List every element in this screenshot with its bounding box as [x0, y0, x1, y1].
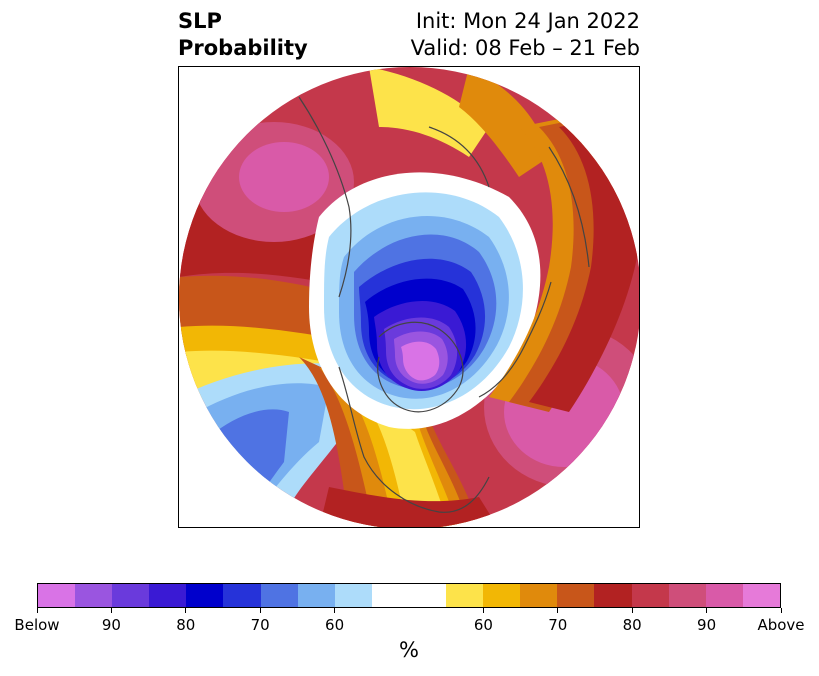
colorbar-segment	[446, 584, 484, 607]
coastlines	[298, 96, 590, 513]
europe-coast	[478, 281, 552, 398]
colorbar-tick-label: 60	[473, 616, 493, 634]
greenland-arctic-coast	[377, 321, 464, 413]
colorbar-tick-label: 80	[176, 616, 196, 634]
asia-coast	[298, 96, 352, 298]
colorbar	[37, 583, 781, 608]
variable-title: SLP	[178, 9, 222, 33]
colorbar-segment	[557, 584, 595, 607]
init-date: Init: Mon 24 Jan 2022	[415, 9, 640, 33]
above-band	[319, 487, 499, 527]
above-band	[529, 117, 639, 412]
colorbar-tick	[334, 608, 336, 613]
siberia-coast	[428, 126, 490, 188]
colorbar-segment	[149, 584, 187, 607]
polar-map	[178, 66, 640, 528]
probability-field	[179, 67, 639, 527]
colorbar-tick-label: Above	[757, 616, 805, 634]
colorbar-tick	[557, 608, 559, 613]
colorbar-segment	[742, 584, 780, 607]
colorbar-segment	[408, 584, 447, 607]
colorbar-tick	[185, 608, 187, 613]
colorbar-tick	[36, 608, 38, 613]
colorbar-tick	[706, 608, 708, 613]
above-band	[369, 67, 489, 157]
above-band	[459, 67, 549, 177]
colorbar-tick	[482, 608, 484, 613]
colorbar-segment	[186, 584, 224, 607]
colorbar-tick-label: 90	[697, 616, 717, 634]
colorbar-segment	[371, 584, 409, 607]
title-block-left: SLP Probability	[178, 8, 308, 62]
north-america-coast	[338, 366, 490, 513]
colorbar-segment	[297, 584, 335, 607]
colorbar-tick-label: 60	[325, 616, 345, 634]
colorbar-segment	[75, 584, 113, 607]
colorbar-segment	[334, 584, 372, 607]
colorbar-tick-label: Below	[14, 616, 60, 634]
colorbar-tick	[631, 608, 633, 613]
below-core	[401, 341, 440, 381]
product-title: Probability	[178, 36, 308, 60]
colorbar-segment	[594, 584, 632, 607]
colorbar-segment	[38, 584, 76, 607]
colorbar-tick-label: 90	[101, 616, 121, 634]
scandinavia-coast	[548, 146, 590, 268]
colorbar-tick-label: 70	[250, 616, 270, 634]
above-core-west	[239, 142, 329, 212]
colorbar-tick	[780, 608, 782, 613]
title-block-right: Init: Mon 24 Jan 2022 Valid: 08 Feb – 21…	[411, 8, 640, 62]
valid-range: Valid: 08 Feb – 21 Feb	[410, 36, 640, 60]
colorbar-segment	[520, 584, 558, 607]
colorbar-segment	[705, 584, 743, 607]
colorbar-tick-label: 70	[548, 616, 568, 634]
colorbar-unit-label: %	[399, 638, 419, 662]
colorbar-tick	[110, 608, 112, 613]
colorbar-segment	[631, 584, 669, 607]
colorbar-tick-label: 80	[622, 616, 642, 634]
colorbar-segment	[260, 584, 298, 607]
below-tongue-core	[199, 409, 289, 507]
colorbar-segment	[483, 584, 521, 607]
colorbar-segment	[668, 584, 706, 607]
colorbar-tick	[259, 608, 261, 613]
colorbar-segment	[223, 584, 261, 607]
colorbar-segment	[112, 584, 150, 607]
